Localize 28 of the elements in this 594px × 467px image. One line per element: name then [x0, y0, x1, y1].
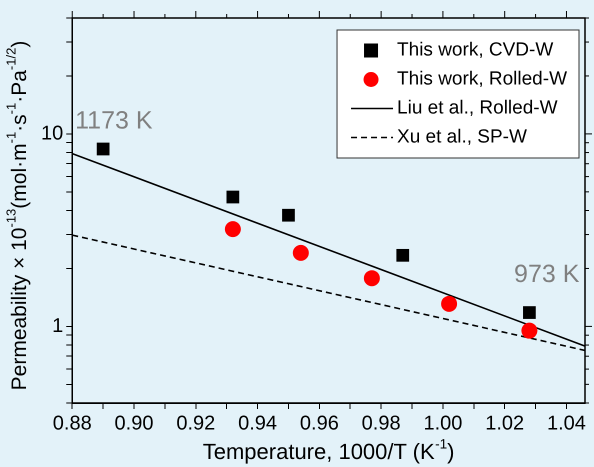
point — [521, 322, 538, 339]
x-tick-label: 0.98 — [362, 412, 401, 435]
point — [224, 221, 241, 238]
point — [282, 208, 295, 222]
point — [96, 142, 110, 156]
legend-label: This work, CVD-W — [397, 40, 554, 61]
text: Permeability × 10-13(mol·m-1·s-1·Pa-1/2) — [4, 40, 31, 390]
x-tick-label: 1.02 — [485, 412, 524, 435]
x-tick-label: 0.92 — [176, 412, 216, 435]
x-tick-label: 0.94 — [238, 412, 278, 435]
point — [364, 270, 380, 286]
point — [523, 306, 536, 319]
point — [441, 296, 458, 312]
y-tick-label: 1 — [52, 314, 64, 337]
x-tick-label: 0.88 — [52, 412, 92, 435]
legend-label: Xu et al., SP-W — [397, 126, 527, 148]
annotation: 1173 K — [75, 106, 153, 134]
text: 1.00 — [423, 412, 462, 435]
annotation: 973 K — [514, 260, 580, 288]
point — [396, 248, 410, 262]
x-tick-label: 1.04 — [547, 412, 586, 435]
legend-label: This work, Rolled-W — [397, 68, 568, 90]
point — [292, 244, 309, 261]
y-tick-label: 10 — [40, 122, 64, 144]
x-tick-label: 0.96 — [300, 412, 339, 435]
point — [226, 190, 240, 204]
legend-label: Liu et al., Rolled-W — [397, 98, 558, 119]
text: 0.90 — [114, 412, 154, 435]
